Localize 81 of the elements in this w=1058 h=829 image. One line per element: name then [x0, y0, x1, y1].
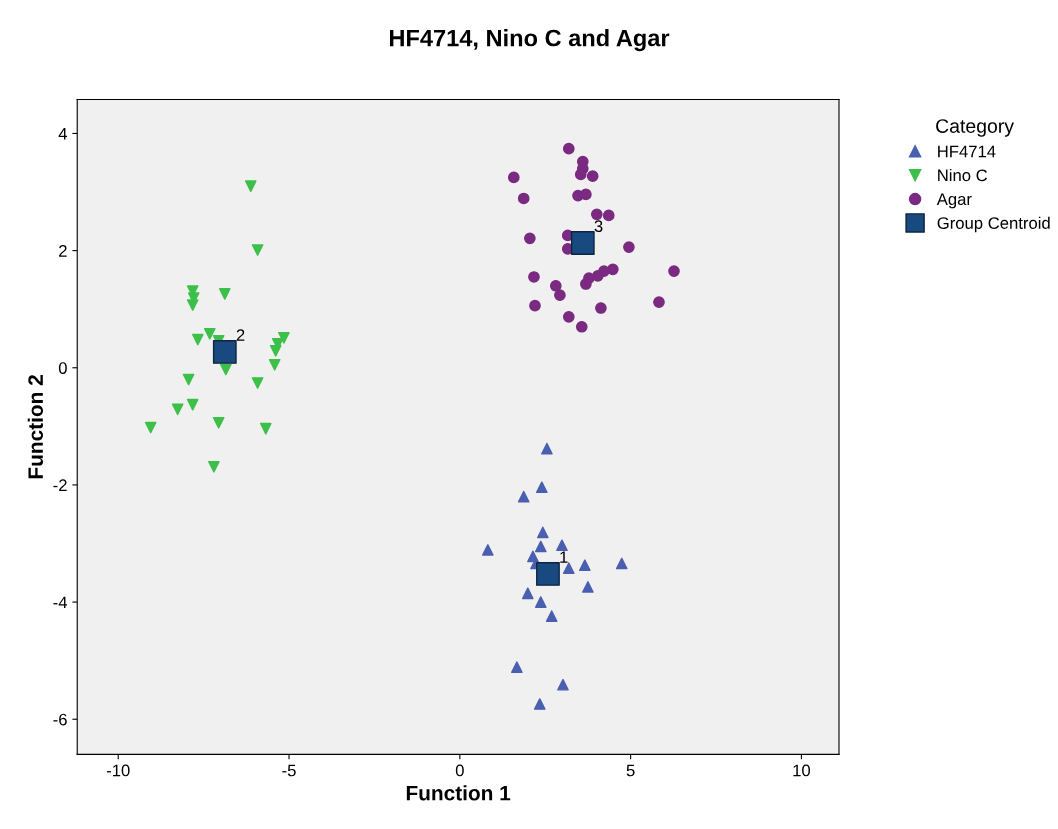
point — [524, 232, 536, 245]
point — [517, 192, 530, 205]
point — [580, 188, 592, 201]
x-axis-title: Function 1 — [406, 785, 511, 801]
annotation: 2 — [236, 329, 245, 341]
legend-label: Nino C — [938, 168, 988, 182]
point — [186, 398, 199, 411]
point — [218, 288, 231, 300]
point — [623, 241, 635, 253]
point — [517, 490, 530, 503]
point — [511, 661, 523, 673]
y-tick-label: -6 — [53, 713, 67, 726]
point — [554, 289, 566, 301]
point — [557, 678, 569, 691]
point — [212, 340, 237, 364]
point — [549, 279, 562, 292]
point — [269, 344, 282, 357]
y-axis-title: Function 2 — [27, 375, 44, 479]
point — [535, 481, 548, 494]
point — [251, 244, 264, 256]
legend-label: HF4714 — [938, 145, 996, 158]
point — [191, 333, 204, 346]
point — [580, 278, 592, 290]
point — [536, 526, 549, 539]
point — [534, 540, 547, 553]
x-tick-label: 10 — [793, 764, 811, 777]
legend-title: Category — [936, 119, 1014, 137]
point — [534, 596, 547, 608]
point — [579, 559, 591, 572]
point — [562, 142, 575, 155]
point — [533, 698, 546, 710]
chart-title: HF4714, Nino C and Agar — [389, 29, 670, 52]
point — [278, 332, 290, 344]
point — [507, 171, 520, 184]
point — [208, 460, 220, 473]
point — [545, 610, 558, 622]
point — [481, 544, 494, 556]
legend-label: Group Centroid — [937, 216, 1050, 233]
point — [144, 421, 157, 434]
point — [521, 587, 534, 600]
point — [182, 373, 195, 386]
point — [575, 320, 588, 333]
annotation: 3 — [594, 220, 603, 233]
point — [591, 269, 604, 282]
point — [529, 299, 541, 312]
point — [259, 422, 272, 435]
y-tick-label: 4 — [58, 128, 68, 140]
point — [582, 581, 594, 593]
x-tick-label: 5 — [626, 764, 635, 777]
point — [570, 231, 595, 255]
point — [668, 265, 680, 277]
point — [562, 562, 575, 574]
y-tick-label: -4 — [53, 596, 68, 609]
point — [171, 403, 184, 416]
point — [586, 170, 599, 183]
point — [590, 208, 603, 221]
x-tick-label: -10 — [106, 764, 130, 777]
point — [203, 327, 216, 340]
point — [528, 271, 540, 283]
legend-label: Agar — [936, 193, 972, 209]
x-tick-label: -5 — [282, 764, 296, 777]
x-tick-label: 0 — [455, 764, 464, 777]
point — [219, 363, 232, 376]
point — [541, 442, 553, 455]
point — [556, 539, 568, 552]
annotation: 1 — [560, 551, 568, 563]
y-tick-label: -2 — [53, 479, 67, 491]
point — [615, 557, 628, 570]
point — [186, 299, 199, 311]
point — [562, 310, 575, 323]
point — [595, 302, 607, 314]
point — [536, 562, 560, 586]
point — [268, 358, 281, 371]
point — [602, 209, 615, 222]
point — [653, 296, 665, 309]
y-tick-label: 0 — [58, 362, 67, 374]
y-tick-label: 2 — [59, 245, 67, 257]
point — [244, 180, 257, 193]
point — [251, 377, 264, 389]
point — [574, 168, 587, 181]
point — [212, 416, 225, 429]
